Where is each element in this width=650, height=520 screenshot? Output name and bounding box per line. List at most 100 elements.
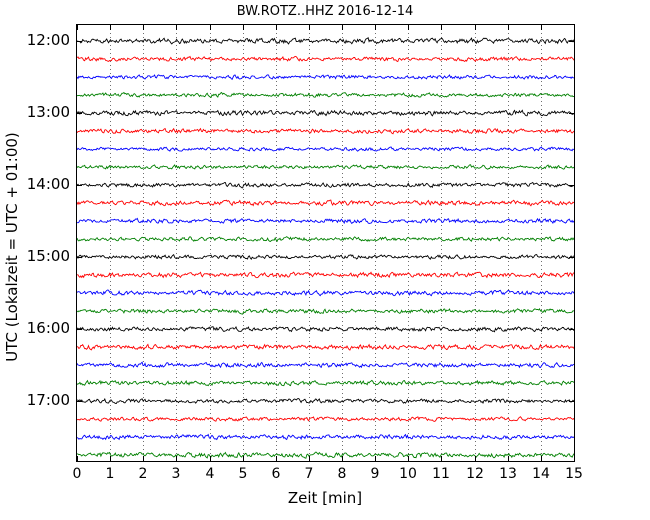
y-tick-label: 14:00 — [26, 175, 70, 193]
seismic-trace — [77, 32, 574, 50]
seismic-trace — [77, 248, 574, 266]
x-tick — [375, 456, 376, 461]
seismic-trace — [77, 338, 574, 356]
x-tick — [541, 456, 542, 461]
seismic-trace — [77, 410, 574, 428]
gridline-vertical — [475, 25, 476, 461]
y-tick — [569, 257, 574, 258]
y-tick — [569, 113, 574, 114]
y-tick-label: 13:00 — [26, 103, 70, 121]
x-tick — [574, 456, 575, 461]
x-tick — [475, 25, 476, 30]
y-tick-label: 12:00 — [26, 31, 70, 49]
x-tick — [77, 456, 78, 461]
y-tick-label: 17:00 — [26, 391, 70, 409]
seismic-trace — [77, 356, 574, 374]
seismic-trace — [77, 158, 574, 176]
seismic-trace — [77, 374, 574, 392]
x-tick — [508, 25, 509, 30]
gridline-vertical — [541, 25, 542, 461]
x-tick — [408, 456, 409, 461]
plot-area[interactable] — [76, 24, 575, 462]
seismic-trace — [77, 302, 574, 320]
x-tick — [309, 25, 310, 30]
seismic-trace — [77, 266, 574, 284]
seismic-trace — [77, 446, 574, 462]
y-tick — [77, 401, 82, 402]
seismic-trace — [77, 68, 574, 86]
gridline-vertical — [508, 25, 509, 461]
x-tick — [110, 25, 111, 30]
seismic-trace — [77, 212, 574, 230]
x-tick-label: 12 — [466, 466, 484, 482]
x-tick — [408, 25, 409, 30]
y-tick — [77, 41, 82, 42]
x-tick — [243, 25, 244, 30]
y-axis-label-wrap: UTC (Lokalzeit = UTC + 01:00) — [0, 0, 24, 520]
gridline-vertical — [110, 25, 111, 461]
seismic-trace — [77, 176, 574, 194]
x-tick — [276, 456, 277, 461]
seismic-trace — [77, 104, 574, 122]
gridline-vertical — [408, 25, 409, 461]
x-tick — [210, 456, 211, 461]
x-tick — [243, 456, 244, 461]
gridline-vertical — [342, 25, 343, 461]
seismic-trace — [77, 86, 574, 104]
seismic-trace — [77, 140, 574, 158]
y-tick — [77, 329, 82, 330]
y-tick — [569, 41, 574, 42]
seismic-trace — [77, 122, 574, 140]
x-axis-label: Zeit [min] — [287, 489, 363, 507]
gridline-vertical — [276, 25, 277, 461]
x-tick-label: 0 — [72, 466, 82, 482]
x-tick-label: 1 — [105, 466, 115, 482]
seismic-trace — [77, 230, 574, 248]
y-axis-label: UTC (Lokalzeit = UTC + 01:00) — [3, 132, 21, 362]
x-tick — [508, 456, 509, 461]
y-tick — [77, 185, 82, 186]
x-tick-label: 13 — [499, 466, 517, 482]
x-tick — [143, 25, 144, 30]
y-tick — [77, 113, 82, 114]
y-tick-label: 15:00 — [26, 247, 70, 265]
x-tick — [210, 25, 211, 30]
x-tick-label: 15 — [565, 466, 583, 482]
x-tick — [342, 25, 343, 30]
gridline-vertical — [176, 25, 177, 461]
gridline-vertical — [309, 25, 310, 461]
page-title: BW.ROTZ..HHZ 2016-12-14 — [236, 4, 414, 19]
x-tick — [176, 456, 177, 461]
x-tick-label: 11 — [432, 466, 450, 482]
gridline-vertical — [375, 25, 376, 461]
gridline-vertical — [210, 25, 211, 461]
plot-inner — [77, 25, 574, 461]
seismic-trace — [77, 392, 574, 410]
x-tick-label: 7 — [304, 466, 314, 482]
gridline-vertical — [143, 25, 144, 461]
seismic-trace — [77, 194, 574, 212]
x-tick — [475, 456, 476, 461]
x-tick — [541, 25, 542, 30]
x-tick — [574, 25, 575, 30]
y-tick-label: 16:00 — [26, 319, 70, 337]
y-tick — [569, 401, 574, 402]
x-tick-label: 14 — [532, 466, 550, 482]
x-tick-label: 5 — [238, 466, 248, 482]
x-tick-label: 10 — [399, 466, 417, 482]
x-tick — [77, 25, 78, 30]
x-tick — [441, 456, 442, 461]
x-tick-label: 2 — [138, 466, 148, 482]
x-tick-label: 4 — [205, 466, 215, 482]
seismic-trace — [77, 428, 574, 446]
gridline-vertical — [243, 25, 244, 461]
seismic-trace — [77, 320, 574, 338]
x-tick — [143, 456, 144, 461]
seismic-trace — [77, 284, 574, 302]
x-tick — [176, 25, 177, 30]
x-tick — [110, 456, 111, 461]
y-tick — [77, 257, 82, 258]
x-tick-label: 3 — [171, 466, 181, 482]
seismic-trace — [77, 50, 574, 68]
